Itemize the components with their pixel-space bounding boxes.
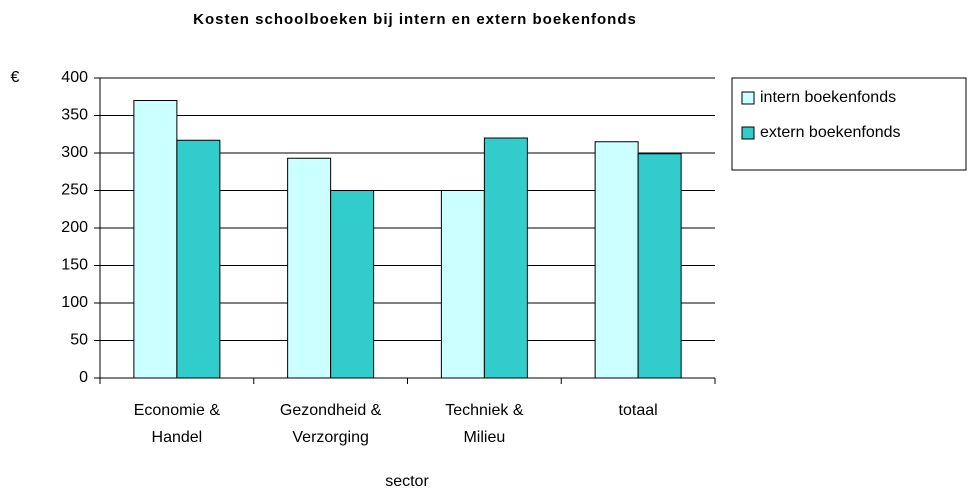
y-tick-label: 50	[70, 332, 88, 349]
y-tick-label: 100	[61, 294, 88, 311]
y-tick-label: 300	[61, 144, 88, 161]
y-tick-label: 150	[61, 257, 88, 274]
x-tick-label: Verzorging	[292, 429, 369, 446]
y-tick-label: 250	[61, 182, 88, 199]
bar	[287, 157, 332, 379]
legend-label: extern boekenfonds	[760, 124, 901, 141]
chart-title: Kosten schoolboeken bij intern en extern…	[193, 11, 637, 28]
y-tick-label: 200	[61, 219, 88, 236]
bar	[440, 190, 485, 379]
x-tick-label: Gezondheid &	[280, 402, 382, 419]
bar	[330, 190, 375, 379]
legend-swatch	[741, 91, 755, 105]
bar	[176, 139, 221, 379]
bar	[483, 137, 528, 379]
x-tick-label: Economie &	[134, 402, 221, 419]
x-tick-label: Handel	[152, 429, 203, 446]
legend-swatch	[741, 126, 755, 140]
y-axis-label: €	[11, 69, 20, 86]
bar	[637, 153, 682, 379]
x-tick-label: totaal	[619, 402, 658, 419]
y-tick-label: 400	[61, 69, 88, 86]
legend-box	[731, 77, 967, 171]
x-tick-label: Milieu	[463, 429, 505, 446]
y-tick-label: 350	[61, 107, 88, 124]
x-tick-label: Techniek &	[445, 402, 524, 419]
bar	[133, 100, 178, 379]
legend-label: intern boekenfonds	[760, 89, 896, 106]
bar	[594, 141, 639, 379]
x-axis-label: sector	[385, 473, 429, 490]
y-tick-label: 0	[79, 369, 88, 386]
